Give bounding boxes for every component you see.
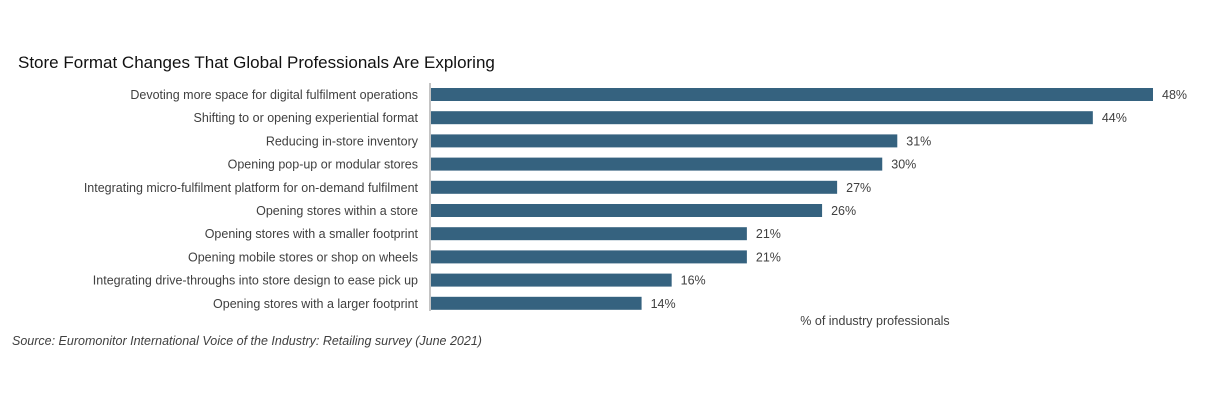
data-label: 31% (906, 134, 931, 148)
bar (431, 88, 1153, 101)
bar (431, 111, 1093, 125)
category-label: Opening stores with a smaller footprint (205, 227, 419, 241)
data-label: 16% (681, 274, 706, 288)
bar (431, 134, 898, 148)
category-label: Opening stores with a larger footprint (213, 297, 418, 311)
data-label: 30% (891, 158, 916, 172)
category-label: Devoting more space for digital fulfilme… (130, 88, 418, 102)
data-label: 48% (1162, 88, 1187, 102)
bar (431, 273, 672, 287)
category-label: Opening mobile stores or shop on wheels (188, 250, 418, 264)
chart-title: Store Format Changes That Global Profess… (18, 53, 495, 72)
bar (431, 204, 823, 217)
category-label: Integrating drive-throughs into store de… (93, 274, 418, 288)
category-label: Integrating micro-fulfilment platform fo… (84, 181, 419, 195)
data-label: 26% (831, 204, 856, 218)
data-label: 27% (846, 181, 871, 195)
bar (431, 227, 747, 241)
bar (431, 296, 642, 310)
bar (431, 250, 747, 264)
x-axis-label: % of industry professionals (800, 314, 949, 328)
data-label: 44% (1102, 111, 1127, 125)
category-label: Reducing in-store inventory (266, 134, 419, 148)
category-label: Opening stores within a store (256, 204, 418, 218)
bar (431, 157, 883, 171)
data-label: 21% (756, 227, 781, 241)
category-label: Shifting to or opening experiential form… (194, 111, 419, 125)
data-label: 21% (756, 250, 781, 264)
category-label: Opening pop-up or modular stores (228, 158, 418, 172)
source-note: Source: Euromonitor International Voice … (12, 334, 482, 348)
data-label: 14% (651, 297, 676, 311)
bar (431, 180, 838, 194)
